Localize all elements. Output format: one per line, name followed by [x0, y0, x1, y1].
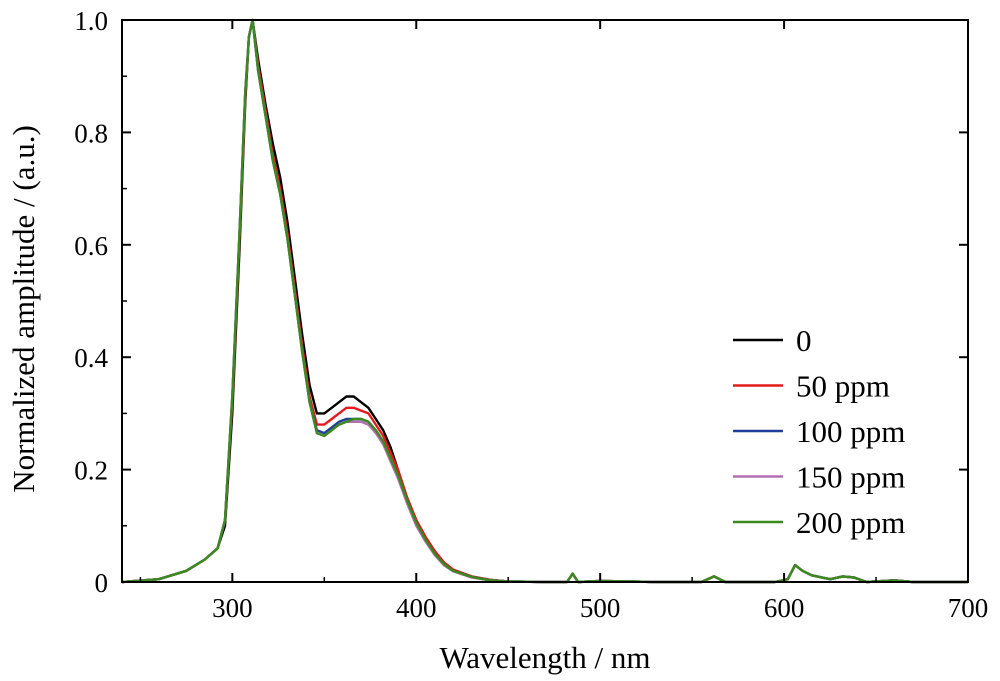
x-tick-label: 400 — [396, 593, 437, 623]
legend-label: 50 ppm — [796, 369, 890, 404]
plot-frame — [121, 19, 969, 583]
y-tick-label: 0.8 — [74, 118, 108, 148]
series-line-2 — [121, 18, 968, 584]
legend-label: 0 — [796, 323, 812, 358]
x-tick-label: 300 — [212, 593, 253, 623]
series-line-4 — [121, 18, 968, 584]
series-line-0 — [121, 18, 968, 584]
axis-tick-labels: 300 400 500 600 700 0 0.2 0.4 0.6 0.8 1.0 — [74, 6, 988, 623]
x-tick-label: 600 — [764, 593, 805, 623]
series-line-1 — [121, 18, 968, 584]
y-tick-label: 0.2 — [74, 456, 108, 486]
y-tick-label: 0.6 — [74, 231, 108, 261]
x-axis-title: Wavelength / nm — [439, 640, 650, 675]
series-line-3 — [121, 18, 968, 584]
y-tick-label: 1.0 — [74, 6, 108, 36]
legend-label: 150 ppm — [796, 460, 905, 495]
x-tick-label: 700 — [948, 593, 989, 623]
x-tick-label: 500 — [580, 593, 621, 623]
legend-label: 100 ppm — [796, 414, 905, 449]
legend: 0 50 ppm 100 ppm 150 ppm 200 ppm — [733, 323, 905, 540]
legend-label: 200 ppm — [796, 505, 905, 540]
axis-ticks — [122, 19, 969, 583]
y-axis-title: Normalized amplitude / (a.u.) — [6, 125, 41, 493]
y-tick-label: 0 — [95, 568, 109, 598]
y-tick-label: 0.4 — [74, 343, 108, 373]
plot-lines — [121, 18, 968, 584]
